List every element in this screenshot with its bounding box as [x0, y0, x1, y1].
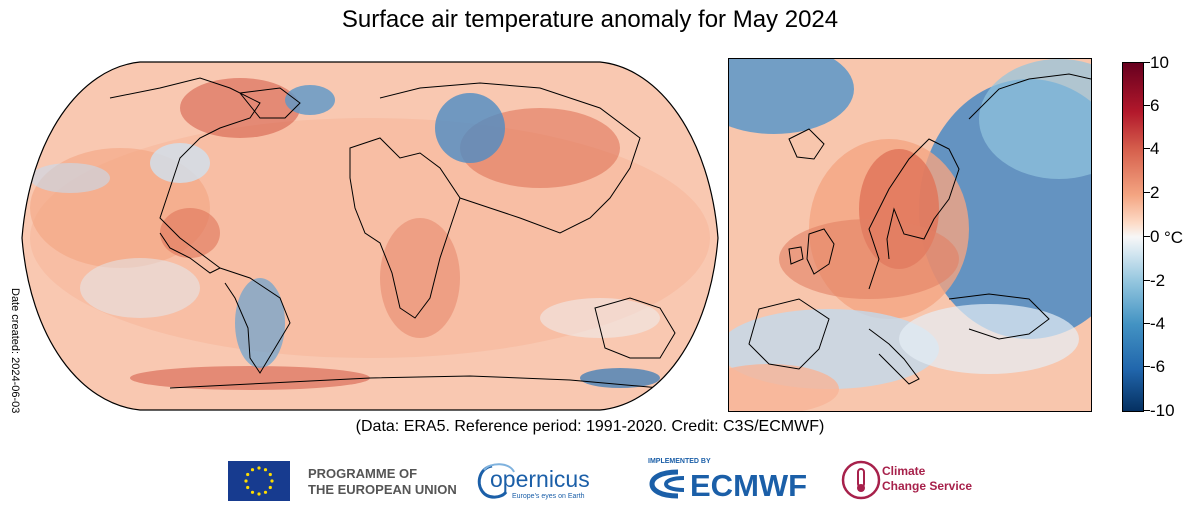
- colorbar-tick: [1144, 323, 1150, 324]
- colorbar-tick: [1144, 192, 1150, 193]
- data-credit: (Data: ERA5. Reference period: 1991-2020…: [355, 418, 825, 435]
- colorbar-tick: [1144, 148, 1150, 149]
- colorbar-tick-label: -6: [1150, 357, 1166, 376]
- colorbar-tick-label: 2: [1150, 183, 1160, 202]
- map-title: Surface air temperature anomaly for May …: [341, 6, 839, 33]
- europe-map-svg: [729, 59, 1091, 411]
- implemented-by-label: IMPLEMENTED BY: [648, 458, 711, 465]
- colorbar-tick-label: 0: [1150, 227, 1160, 246]
- colorbar-tick-label: 10: [1150, 53, 1169, 72]
- world-map: [20, 58, 720, 418]
- colorbar-tick-label: -10: [1150, 401, 1175, 420]
- copernicus-tagline: Europe's eyes on Earth: [512, 493, 585, 500]
- colorbar-tick: [1144, 236, 1150, 237]
- eu-programme-label: PROGRAMME OF THE EUROPEAN UNION: [308, 466, 457, 498]
- colorbar-tick-label: 6: [1150, 96, 1160, 115]
- europe-map: [728, 58, 1092, 412]
- eu-text-line1: PROGRAMME OF: [308, 466, 418, 481]
- logo-bar: PROGRAMME OF THE EUROPEAN UNION opernicu…: [0, 456, 1200, 506]
- c3s-label: Climate Change Service: [882, 464, 992, 494]
- colorbar-tick: [1144, 280, 1150, 281]
- copernicus-logo-icon: [477, 463, 515, 499]
- ecmwf-logo-icon: [649, 469, 685, 499]
- colorbar-tick: [1144, 410, 1150, 411]
- colorbar: [1122, 62, 1144, 412]
- world-map-svg: [21, 61, 719, 411]
- colorbar-tick-label: -2: [1150, 271, 1166, 290]
- ecmwf-name: ECMWF: [690, 468, 808, 503]
- colorbar-tick-label: 4: [1150, 139, 1160, 158]
- c3s-text-line2: Change Service: [882, 479, 973, 493]
- colorbar-tick: [1144, 105, 1150, 106]
- colorbar-unit: °C: [1164, 228, 1184, 247]
- colorbar-tick-label: -4: [1150, 314, 1166, 333]
- climate-change-service-logo-icon: [841, 460, 881, 500]
- colorbar-tick: [1144, 62, 1150, 63]
- eu-text-line2: THE EUROPEAN UNION: [308, 482, 457, 497]
- c3s-text-line1: Climate: [882, 464, 926, 478]
- copernicus-name: opernicus: [490, 466, 590, 492]
- colorbar-tick: [1144, 366, 1150, 367]
- eu-flag-icon: [228, 461, 290, 501]
